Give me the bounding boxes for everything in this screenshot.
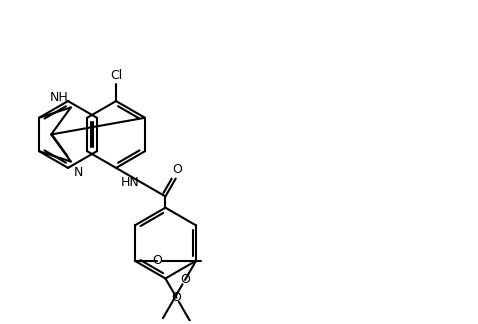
Text: O: O	[172, 291, 182, 304]
Text: Cl: Cl	[110, 69, 122, 82]
Text: N: N	[73, 167, 83, 179]
Text: O: O	[180, 273, 190, 286]
Text: O: O	[172, 163, 182, 176]
Text: O: O	[152, 254, 162, 267]
Text: NH: NH	[50, 90, 68, 103]
Text: HN: HN	[121, 176, 140, 189]
